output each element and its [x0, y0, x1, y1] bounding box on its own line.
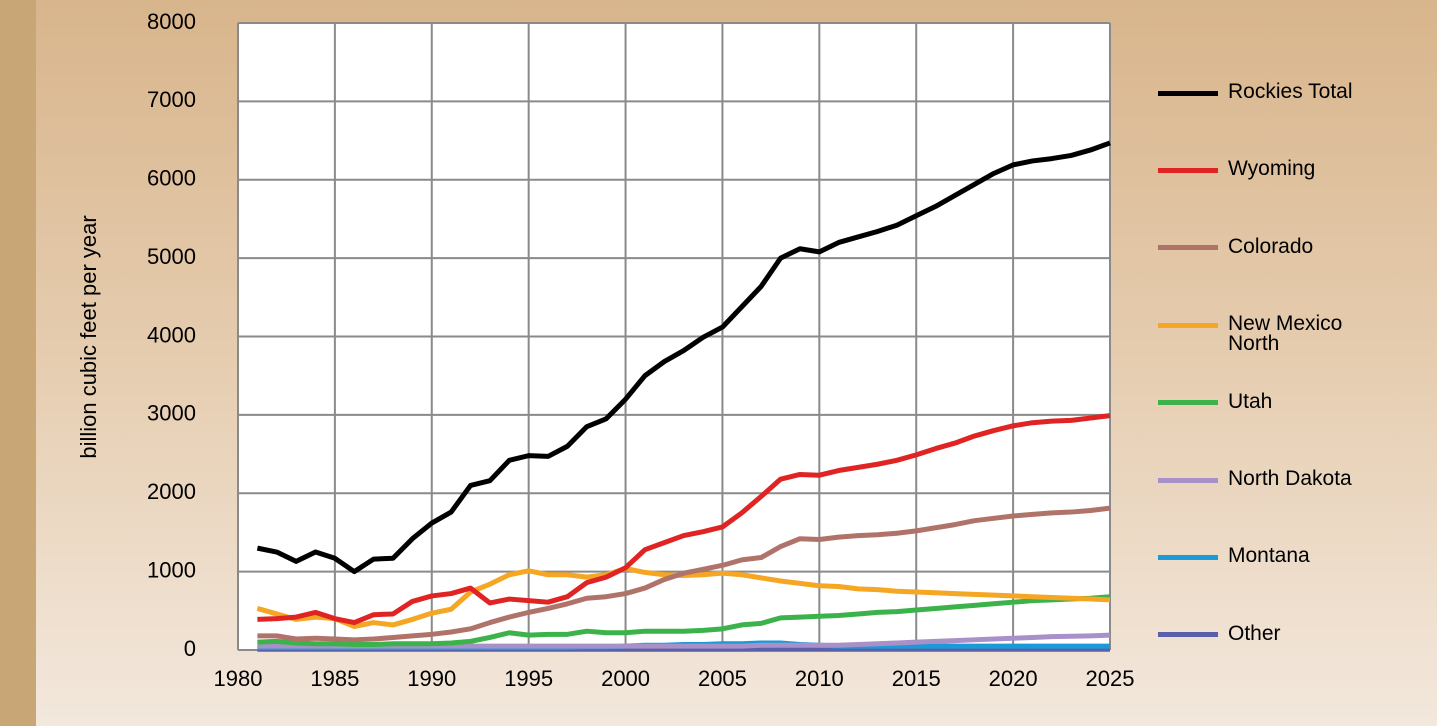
- x-tick-label: 2000: [601, 666, 650, 691]
- x-tick-label: 2025: [1086, 666, 1135, 691]
- x-tick-label: 2010: [795, 666, 844, 691]
- x-tick-label: 1980: [214, 666, 263, 691]
- legend-label: Montana: [1228, 544, 1310, 568]
- legend-swatch: [1158, 554, 1218, 560]
- legend-swatch: [1158, 322, 1218, 328]
- series-line: [257, 505, 1111, 643]
- legend-label: Rockies Total: [1228, 80, 1353, 103]
- legend-swatch: [1158, 632, 1218, 638]
- y-axis-label: billion cubic feet per year: [76, 215, 101, 458]
- legend-label: Utah: [1228, 389, 1273, 413]
- x-tick-label: 2020: [989, 666, 1038, 691]
- legend-swatch: [1158, 245, 1218, 251]
- legend-label: North Dakota: [1228, 467, 1352, 490]
- legend-label: Other: [1228, 621, 1281, 645]
- y-tick-label: 0: [184, 636, 196, 661]
- y-tick-label: 1000: [147, 557, 196, 582]
- y-tick-label: 4000: [147, 322, 196, 347]
- legend-swatch: [1158, 167, 1218, 173]
- legend-swatch: [1158, 400, 1218, 406]
- x-tick-label: 2015: [892, 666, 941, 691]
- y-tick-label: 3000: [147, 401, 196, 426]
- legend-label: Colorado: [1228, 234, 1314, 258]
- series-line: [257, 594, 1111, 648]
- x-tick-label: 2005: [698, 666, 747, 691]
- y-tick-label: 6000: [147, 166, 196, 191]
- x-tick-label: 1985: [310, 666, 359, 691]
- legend-swatch: [1158, 477, 1218, 483]
- side-strip: [0, 0, 36, 726]
- y-tick-label: 5000: [147, 244, 196, 269]
- grid: [237, 22, 1111, 651]
- x-tick-label: 1995: [504, 666, 553, 691]
- y-tick-label: 2000: [147, 479, 196, 504]
- legend-swatch: [1158, 90, 1218, 96]
- legend-label: Wyoming: [1228, 157, 1316, 181]
- y-tick-label: 7000: [147, 87, 196, 112]
- y-tick-label: 8000: [147, 9, 196, 34]
- series-line: [256, 140, 1111, 575]
- legend-label: New Mexico North: [1228, 312, 1343, 356]
- series-line: [257, 413, 1111, 626]
- x-tick-label: 1990: [407, 666, 456, 691]
